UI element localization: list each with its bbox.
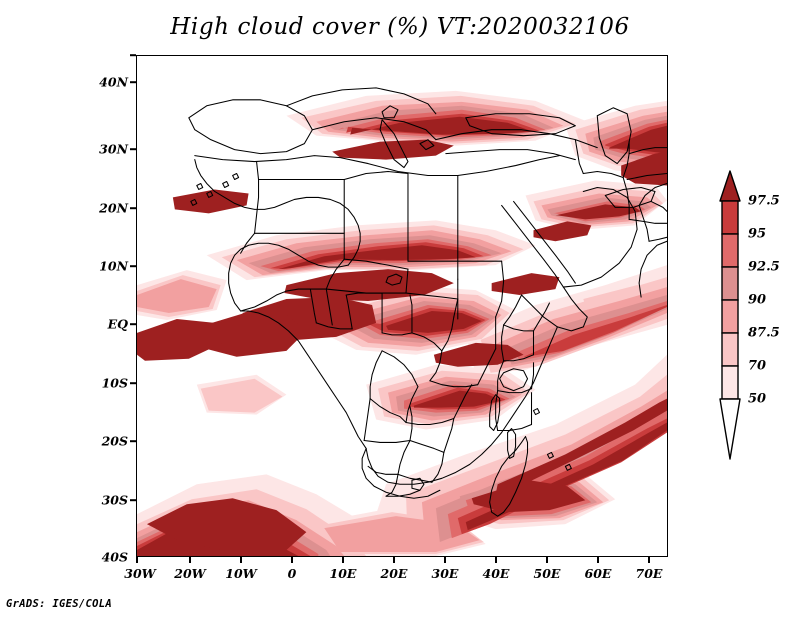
map-plot-area [136, 55, 668, 557]
x-axis-label-30W: 30W [124, 566, 156, 581]
x-axis-label-60E: 60E [584, 566, 612, 581]
y-axis-label-40S: 40S [101, 549, 128, 565]
x-axis-label-30E: 30E [431, 566, 459, 581]
colorbar-band-50-70 [721, 365, 739, 400]
colorbar-label-97-5: 97.5 [748, 193, 780, 209]
x-axis-label-70E: 70E [635, 566, 663, 581]
x-axis-label-20W: 20W [174, 566, 206, 581]
colorbar-band-87-90 [721, 299, 739, 334]
map-coastlines-borders [188, 87, 667, 517]
x-tick-0 [136, 557, 138, 563]
x-axis-label-10W: 10W [225, 566, 257, 581]
colorbar-label-70: 70 [748, 358, 767, 374]
x-tick-3 [291, 557, 293, 563]
colorbar-label-87-5: 87.5 [748, 325, 780, 341]
y-axis-label-40N: 40N [99, 74, 128, 90]
colorbar-band-70-87 [721, 332, 739, 367]
x-tick-8 [546, 557, 548, 563]
y-axis-label-30N: 30N [99, 141, 128, 157]
y-tick-2 [130, 148, 136, 150]
y-axis-label-30S: 30S [101, 492, 128, 508]
cloud-cover-heatmap [137, 87, 667, 556]
y-tick-4 [130, 265, 136, 267]
x-tick-5 [393, 557, 395, 563]
y-tick-1 [130, 81, 136, 83]
y-tick-5 [130, 323, 136, 325]
colorbar-label-90: 90 [748, 292, 767, 308]
x-tick-2 [240, 557, 242, 563]
y-axis-label-20N: 20N [99, 200, 128, 216]
y-axis-label-EQ: EQ [107, 316, 128, 332]
colorbar-band-90-92 [721, 266, 739, 301]
x-axis-label-0: 0 [287, 566, 297, 581]
colorbar-band-95-97 [721, 200, 739, 235]
x-tick-4 [342, 557, 344, 563]
colorbar-scale [719, 170, 741, 460]
y-tick-8 [130, 499, 136, 501]
x-axis-label-20E: 20E [380, 566, 408, 581]
colorbar-label-50: 50 [748, 391, 767, 407]
y-tick-0 [130, 54, 136, 56]
x-axis-label-10E: 10E [329, 566, 357, 581]
y-tick-6 [130, 382, 136, 384]
x-tick-6 [444, 557, 446, 563]
x-tick-9 [597, 557, 599, 563]
y-tick-7 [130, 440, 136, 442]
x-axis-label-50E: 50E [533, 566, 561, 581]
colorbar-band-lt-50 [719, 398, 741, 460]
y-axis-label-10N: 10N [99, 258, 128, 274]
x-tick-7 [495, 557, 497, 563]
x-axis-label-40E: 40E [482, 566, 510, 581]
colorbar-band-gt-97 [719, 170, 741, 202]
colorbar-label-95: 95 [748, 226, 767, 242]
attribution-footer: GrADS: IGES/COLA [6, 598, 112, 610]
colorbar-label-92-5: 92.5 [748, 259, 780, 275]
y-axis-label-10S: 10S [101, 375, 128, 391]
colorbar-band-92-95 [721, 233, 739, 268]
y-tick-3 [130, 207, 136, 209]
x-tick-1 [189, 557, 191, 563]
colorbar [719, 170, 741, 460]
page-title: High cloud cover (%) VT:2020032106 [170, 14, 630, 40]
y-axis-label-20S: 20S [101, 433, 128, 449]
x-tick-10 [648, 557, 650, 563]
